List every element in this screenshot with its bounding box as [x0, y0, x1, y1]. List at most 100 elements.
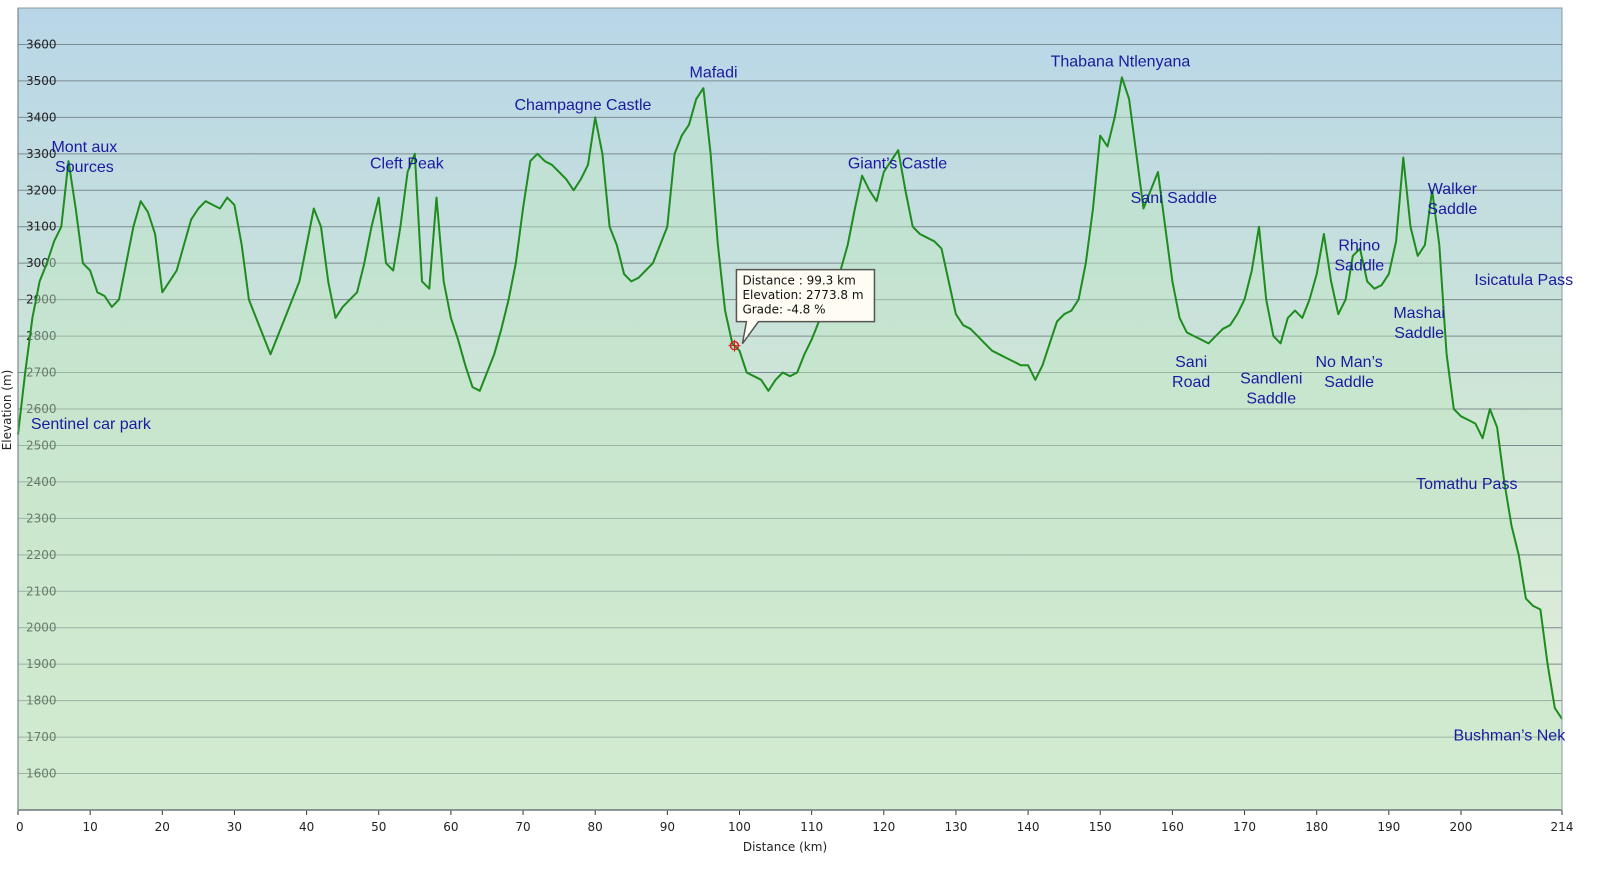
x-tick-label: 100	[728, 820, 751, 834]
annotation-label: Isicatula Pass	[1474, 272, 1573, 289]
series-area	[18, 77, 1562, 811]
axes	[17, 7, 1563, 811]
y-tick-label: 2900	[26, 293, 57, 307]
y-tick-label: 2600	[26, 402, 57, 416]
y-axis-title: Elevation (m)	[0, 370, 14, 451]
annotation-label: Tomathu Pass	[1416, 476, 1517, 493]
x-tick-label: 200	[1450, 820, 1473, 834]
annotation-line: Champagne Castle	[514, 97, 651, 114]
x-tick-label: 40	[299, 820, 314, 834]
elevation-series	[17, 76, 1563, 811]
annotation-label: Bushman’s Nek	[1453, 728, 1566, 745]
series-line	[17, 76, 1563, 720]
y-axis-ticks: 1600 1700 1800 1900 2000 2100 2200 2300 2400 2500…	[26, 37, 57, 780]
y-tick-label: 2800	[26, 329, 57, 343]
x-tick-label: 170	[1233, 820, 1256, 834]
annotation-line: Giant’s Castle	[848, 155, 947, 172]
annotation-label: Walker Saddle	[1427, 181, 1477, 218]
annotation-line: Tomathu Pass	[1416, 476, 1517, 493]
y-tick-label: 2200	[26, 548, 57, 562]
annotation-line: Saddle	[1334, 257, 1384, 274]
annotation-label: Mafadi	[690, 64, 738, 81]
annotation-line: Sources	[55, 159, 114, 176]
annotation-line: Saddle	[1246, 390, 1296, 407]
grid-lines	[18, 43, 1562, 775]
annotation-label: Champagne Castle	[514, 97, 651, 114]
annotation-line: No Man’s	[1316, 354, 1383, 371]
y-tick-label: 2500	[26, 438, 57, 452]
annotation-line: Mont aux	[51, 139, 117, 156]
annotation-label: Thabana Ntlenyana	[1051, 53, 1191, 70]
x-tick-label: 30	[227, 820, 242, 834]
annotation-label: Cleft Peak	[370, 155, 445, 172]
annotation-line: Mafadi	[690, 64, 738, 81]
annotation-line: Road	[1172, 374, 1210, 391]
x-tick-label: 50	[371, 820, 386, 834]
x-tick-label: 70	[515, 820, 530, 834]
annotation-line: Rhino	[1338, 237, 1380, 254]
x-tick-label: 140	[1017, 820, 1040, 834]
x-tick-label: 190	[1377, 820, 1400, 834]
y-tick-label: 2400	[26, 475, 57, 489]
x-tick-label: 60	[443, 820, 458, 834]
x-tick-label: 80	[588, 820, 603, 834]
annotation-line: Saddle	[1427, 201, 1477, 218]
annotation-label: Sentinel car park	[31, 416, 152, 433]
x-tick-label: 0	[16, 820, 24, 834]
y-tick-label: 1600	[26, 767, 57, 781]
annotation-line: Bushman’s Nek	[1453, 728, 1566, 745]
x-tick-label: 120	[872, 820, 895, 834]
annotation-line: Thabana Ntlenyana	[1051, 53, 1191, 70]
annotation-line: Sandleni	[1240, 370, 1302, 387]
annotation-line: Sentinel car park	[31, 416, 152, 433]
x-tick-label: 20	[155, 820, 170, 834]
tooltip-line: Grade: -4.8 %	[742, 303, 825, 317]
y-tick-label: 3100	[26, 220, 57, 234]
x-tick-label: 180	[1305, 820, 1328, 834]
annotation-line: Saddle	[1324, 374, 1374, 391]
annotation-line: Saddle	[1394, 325, 1444, 342]
y-tick-label: 3500	[26, 74, 57, 88]
x-axis-ticks: 0 10 20 30 40 50 60 70 80 90 100 110 120 130 140 150 160…	[16, 810, 1573, 834]
annotation-line: Mashai	[1393, 305, 1445, 322]
annotation-label: Mont aux Sources	[51, 139, 117, 176]
tooltip-line: Distance : 99.3 km	[742, 274, 855, 288]
y-tick-label: 2700	[26, 366, 57, 380]
y-tick-label: 2000	[26, 621, 57, 635]
annotation-label: No Man’s Saddle	[1316, 354, 1383, 391]
y-tick-label: 1900	[26, 657, 57, 671]
tooltip-box	[735, 268, 876, 345]
x-tick-label: 90	[660, 820, 675, 834]
y-tick-label: 3300	[26, 147, 57, 161]
y-tick-label: 3400	[26, 110, 57, 124]
tooltip-line: Elevation: 2773.8 m	[742, 288, 863, 302]
annotation-label: Sandleni Saddle	[1240, 370, 1302, 407]
y-tick-label: 2300	[26, 511, 57, 525]
annotation-line: Sani Saddle	[1131, 190, 1217, 207]
annotation-label: Giant’s Castle	[848, 155, 947, 172]
x-axis-title: Distance (km)	[743, 840, 827, 854]
y-tick-label: 3600	[26, 37, 57, 51]
annotation-line: Sani	[1175, 354, 1207, 371]
x-tick-label: 214	[1551, 820, 1574, 834]
plot-frame	[17, 7, 1563, 811]
x-tick-label: 160	[1161, 820, 1184, 834]
x-tick-label: 10	[83, 820, 98, 834]
peak-annotations: Mont aux Sources Cleft Peak Champagne Castl…	[31, 53, 1573, 744]
y-tick-label: 2100	[26, 584, 57, 598]
x-tick-label: 150	[1089, 820, 1112, 834]
annotation-label: Sani Road	[1172, 354, 1210, 391]
annotation-line: Cleft Peak	[370, 155, 445, 172]
annotation-line: Isicatula Pass	[1474, 272, 1573, 289]
annotation-label: Sani Saddle	[1131, 190, 1217, 207]
y-tick-label: 3200	[26, 183, 57, 197]
x-tick-label: 110	[800, 820, 823, 834]
y-tick-label: 1700	[26, 730, 57, 744]
annotation-line: Walker	[1428, 181, 1478, 198]
x-tick-label: 130	[944, 820, 967, 834]
y-tick-label: 1800	[26, 694, 57, 708]
annotation-label: Mashai Saddle	[1393, 305, 1445, 342]
